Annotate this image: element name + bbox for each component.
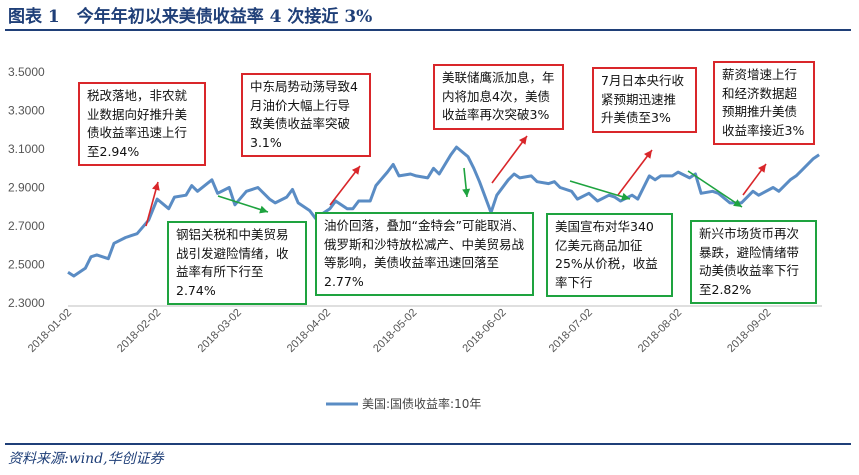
annotation-arrow: [462, 167, 471, 198]
y-tick-label: 2.3000: [8, 296, 45, 310]
x-tick-label: 2018-07-02: [547, 307, 595, 355]
x-tick-label: 2018-09-02: [725, 307, 773, 355]
x-axis-ticks: 2018-01-02 2018-02-02 2018-03-02 2018-04-02…: [26, 307, 774, 355]
x-tick-label: 2018-03-02: [196, 307, 244, 355]
y-axis-ticks: 2.3000 2.5000 2.7000 2.9000 3.1000 3.3000 3.50…: [8, 65, 45, 310]
x-tick-label: 2018-05-02: [371, 307, 419, 355]
y-tick-label: 2.9000: [8, 181, 45, 195]
legend-label: 美国:国债收益率:10年: [362, 396, 481, 411]
y-tick-label: 3.1000: [8, 142, 45, 156]
annotation-wages: 薪资增速上行和经济数据超预期推升美债收益率接近3%: [713, 61, 815, 145]
x-tick-label: 2018-02-02: [115, 307, 163, 355]
annotation-fed-hawkish: 美联储鹰派加息，年内将加息4次，美债收益率再次突破3%: [433, 64, 564, 130]
annotation-tariffs: 钢铝关税和中美贸易战引发避险情绪，收益率有所下行至2.74%: [167, 221, 307, 305]
annotation-tax-reform: 税改落地，非农就业数据向好推升美债收益率迅速上行至2.94%: [78, 82, 206, 166]
annotation-arrow: [329, 165, 361, 206]
y-tick-label: 3.3000: [8, 104, 45, 118]
annotation-arrow: [217, 195, 269, 214]
annotation-arrow: [617, 149, 653, 196]
annotation-oil-retreat: 油价回落，叠加“金特会”可能取消、俄罗斯和沙特放松减产、中美贸易战等影响，美债收…: [315, 212, 534, 296]
x-tick-label: 2018-06-02: [460, 307, 508, 355]
y-tick-label: 2.5000: [8, 258, 45, 272]
annotation-arrows: [145, 135, 767, 227]
source-note: 资料来源:wind,华创证券: [8, 451, 164, 467]
source-rule: [5, 443, 851, 445]
annotation-boj: 7月日本央行收紧预期迅速推升美债至3%: [592, 67, 697, 133]
annotation-arrow: [569, 180, 631, 201]
annotation-arrow: [742, 163, 767, 196]
x-tick-label: 2018-04-02: [285, 307, 333, 355]
legend: 美国:国债收益率:10年: [326, 396, 481, 411]
annotation-arrow: [491, 135, 528, 184]
title-rule: [5, 29, 851, 31]
annotation-china-tariff: 美国宣布对华340亿美元商品加征25%从价税，收益率下行: [546, 213, 673, 297]
annotation-em-currency: 新兴市场货币再次暴跌，避险情绪带动美债收益率下行至2.82%: [690, 220, 817, 304]
y-tick-label: 3.5000: [8, 65, 45, 79]
x-tick-label: 2018-08-02: [636, 307, 684, 355]
annotation-middle-east: 中东局势动荡导致4月油价大幅上行导致美债收益率突破3.1%: [241, 73, 371, 157]
figure-title: 图表 1 今年年初以来美债收益率 4 次接近 3%: [8, 7, 373, 27]
annotation-arrow: [145, 181, 160, 227]
annotation-arrow: [687, 170, 743, 208]
chart-canvas: 2.3000 2.5000 2.7000 2.9000 3.1000 3.3000 3.50…: [8, 65, 822, 411]
y-tick-label: 2.7000: [8, 219, 45, 233]
x-tick-label: 2018-01-02: [26, 307, 74, 355]
